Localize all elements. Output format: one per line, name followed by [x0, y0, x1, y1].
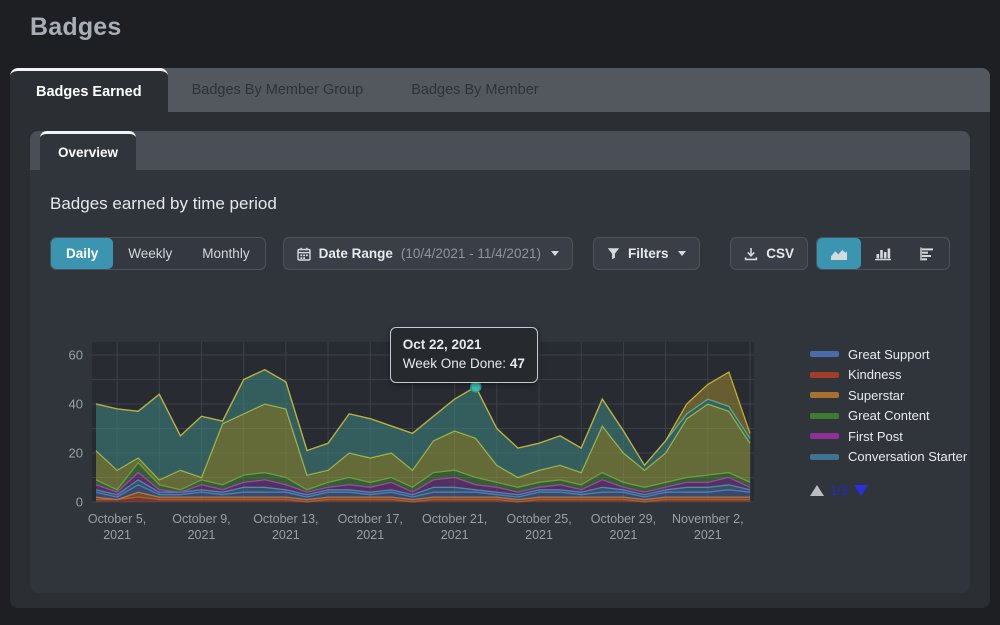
svg-text:October 25,: October 25, — [506, 512, 571, 526]
section-heading: Badges earned by time period — [50, 170, 950, 214]
legend-item[interactable]: Great Support — [810, 344, 967, 365]
chart-row: 0 20 40 60 October 5, 2021 October 9, 2021 Octob… — [50, 316, 950, 553]
chevron-down-icon — [678, 251, 686, 256]
area-chart-icon — [829, 247, 849, 261]
badges-card: Badges Earned Badges By Member Group Bad… — [10, 68, 990, 608]
chart-type-bar-button[interactable] — [861, 238, 905, 269]
svg-text:November 2,: November 2, — [672, 512, 744, 526]
tooltip-date: Oct 22, 2021 — [403, 335, 525, 355]
svg-text:October 13,: October 13, — [253, 512, 318, 526]
legend-label: Conversation Starter — [848, 449, 967, 464]
svg-text:2021: 2021 — [441, 528, 469, 542]
svg-text:2021: 2021 — [103, 528, 131, 542]
svg-text:October 9,: October 9, — [172, 512, 230, 526]
legend-label: First Post — [848, 429, 903, 444]
legend-item[interactable]: Superstar — [810, 385, 967, 406]
tab-badges-by-member[interactable]: Badges By Member — [387, 68, 562, 112]
legend-item[interactable]: First Post — [810, 426, 967, 447]
badges-earned-panel: Overview Badges earned by time period Da… — [10, 112, 990, 608]
svg-text:October 29,: October 29, — [591, 512, 656, 526]
svg-text:October 5,: October 5, — [88, 512, 146, 526]
legend-item[interactable]: Great Content — [810, 406, 967, 427]
legend-label: Great Content — [848, 408, 930, 423]
tooltip-value: Week One Done: 47 — [403, 354, 525, 374]
chevron-down-icon — [551, 251, 559, 256]
period-weekly-button[interactable]: Weekly — [113, 238, 187, 269]
legend-swatch — [810, 433, 839, 439]
svg-text:0: 0 — [76, 495, 83, 510]
chart-tooltip: Oct 22, 2021 Week One Done: 47 — [390, 327, 538, 383]
horizontal-bar-chart-icon — [919, 247, 935, 261]
legend-item[interactable]: Kindness — [810, 365, 967, 386]
page-title: Badges — [0, 0, 1000, 42]
legend-item[interactable]: Conversation Starter — [810, 447, 967, 468]
legend-pagination: 1/3 — [810, 483, 967, 498]
legend-page-up-icon[interactable] — [810, 485, 824, 496]
svg-text:2021: 2021 — [356, 528, 384, 542]
svg-text:2021: 2021 — [272, 528, 300, 542]
period-daily-button[interactable]: Daily — [51, 238, 113, 269]
main-tabbar: Badges Earned Badges By Member Group Bad… — [10, 68, 990, 112]
legend-page-down-icon[interactable] — [854, 485, 868, 496]
tab-badges-earned[interactable]: Badges Earned — [10, 68, 168, 112]
svg-text:2021: 2021 — [694, 528, 722, 542]
date-range-value: (10/4/2021 - 11/4/2021) — [401, 246, 541, 261]
svg-text:40: 40 — [69, 397, 83, 412]
legend-swatch — [810, 351, 839, 357]
export-cluster: CSV — [730, 237, 950, 270]
chart-type-hbar-button[interactable] — [905, 238, 949, 269]
svg-text:2021: 2021 — [525, 528, 553, 542]
legend-label: Superstar — [848, 388, 904, 403]
chart-type-group — [816, 237, 950, 270]
period-toggle-group: Daily Weekly Monthly — [50, 237, 266, 270]
chart-type-area-button[interactable] — [817, 238, 861, 269]
filters-button[interactable]: Filters — [593, 237, 701, 270]
svg-text:20: 20 — [69, 446, 83, 461]
legend-label: Great Support — [848, 347, 930, 362]
legend-items: Great Support Kindness Superstar Great Cont… — [810, 344, 967, 467]
controls-row: Daily Weekly Monthly — [50, 237, 950, 270]
svg-text:60: 60 — [69, 348, 83, 363]
svg-text:2021: 2021 — [610, 528, 638, 542]
date-range-button[interactable]: Date Range (10/4/2021 - 11/4/2021) — [283, 237, 573, 270]
subtab-overview[interactable]: Overview — [40, 131, 136, 170]
legend-swatch — [810, 392, 839, 398]
legend: Great Support Kindness Superstar Great Cont… — [810, 316, 967, 498]
legend-swatch — [810, 413, 839, 419]
legend-swatch — [810, 454, 839, 460]
bar-chart-icon — [874, 247, 892, 261]
svg-text:October 21,: October 21, — [422, 512, 487, 526]
legend-label: Kindness — [848, 367, 901, 382]
sub-tabbar: Overview — [30, 131, 970, 170]
csv-button[interactable]: CSV — [730, 237, 808, 270]
download-icon — [744, 247, 758, 261]
filter-icon — [607, 247, 620, 260]
chart-wrap: 0 20 40 60 October 5, 2021 October 9, 2021 Octob… — [50, 316, 810, 553]
svg-text:October 17,: October 17, — [338, 512, 403, 526]
overview-panel: Badges earned by time period Daily Weekl… — [30, 170, 970, 593]
tab-badges-by-member-group[interactable]: Badges By Member Group — [168, 68, 388, 112]
filters-label: Filters — [628, 246, 669, 261]
date-range-label: Date Range — [319, 246, 393, 261]
calendar-icon — [297, 247, 311, 261]
svg-text:2021: 2021 — [188, 528, 216, 542]
legend-swatch — [810, 372, 839, 378]
legend-page-indicator: 1/3 — [830, 483, 848, 498]
period-monthly-button[interactable]: Monthly — [187, 238, 264, 269]
csv-label: CSV — [766, 246, 794, 261]
